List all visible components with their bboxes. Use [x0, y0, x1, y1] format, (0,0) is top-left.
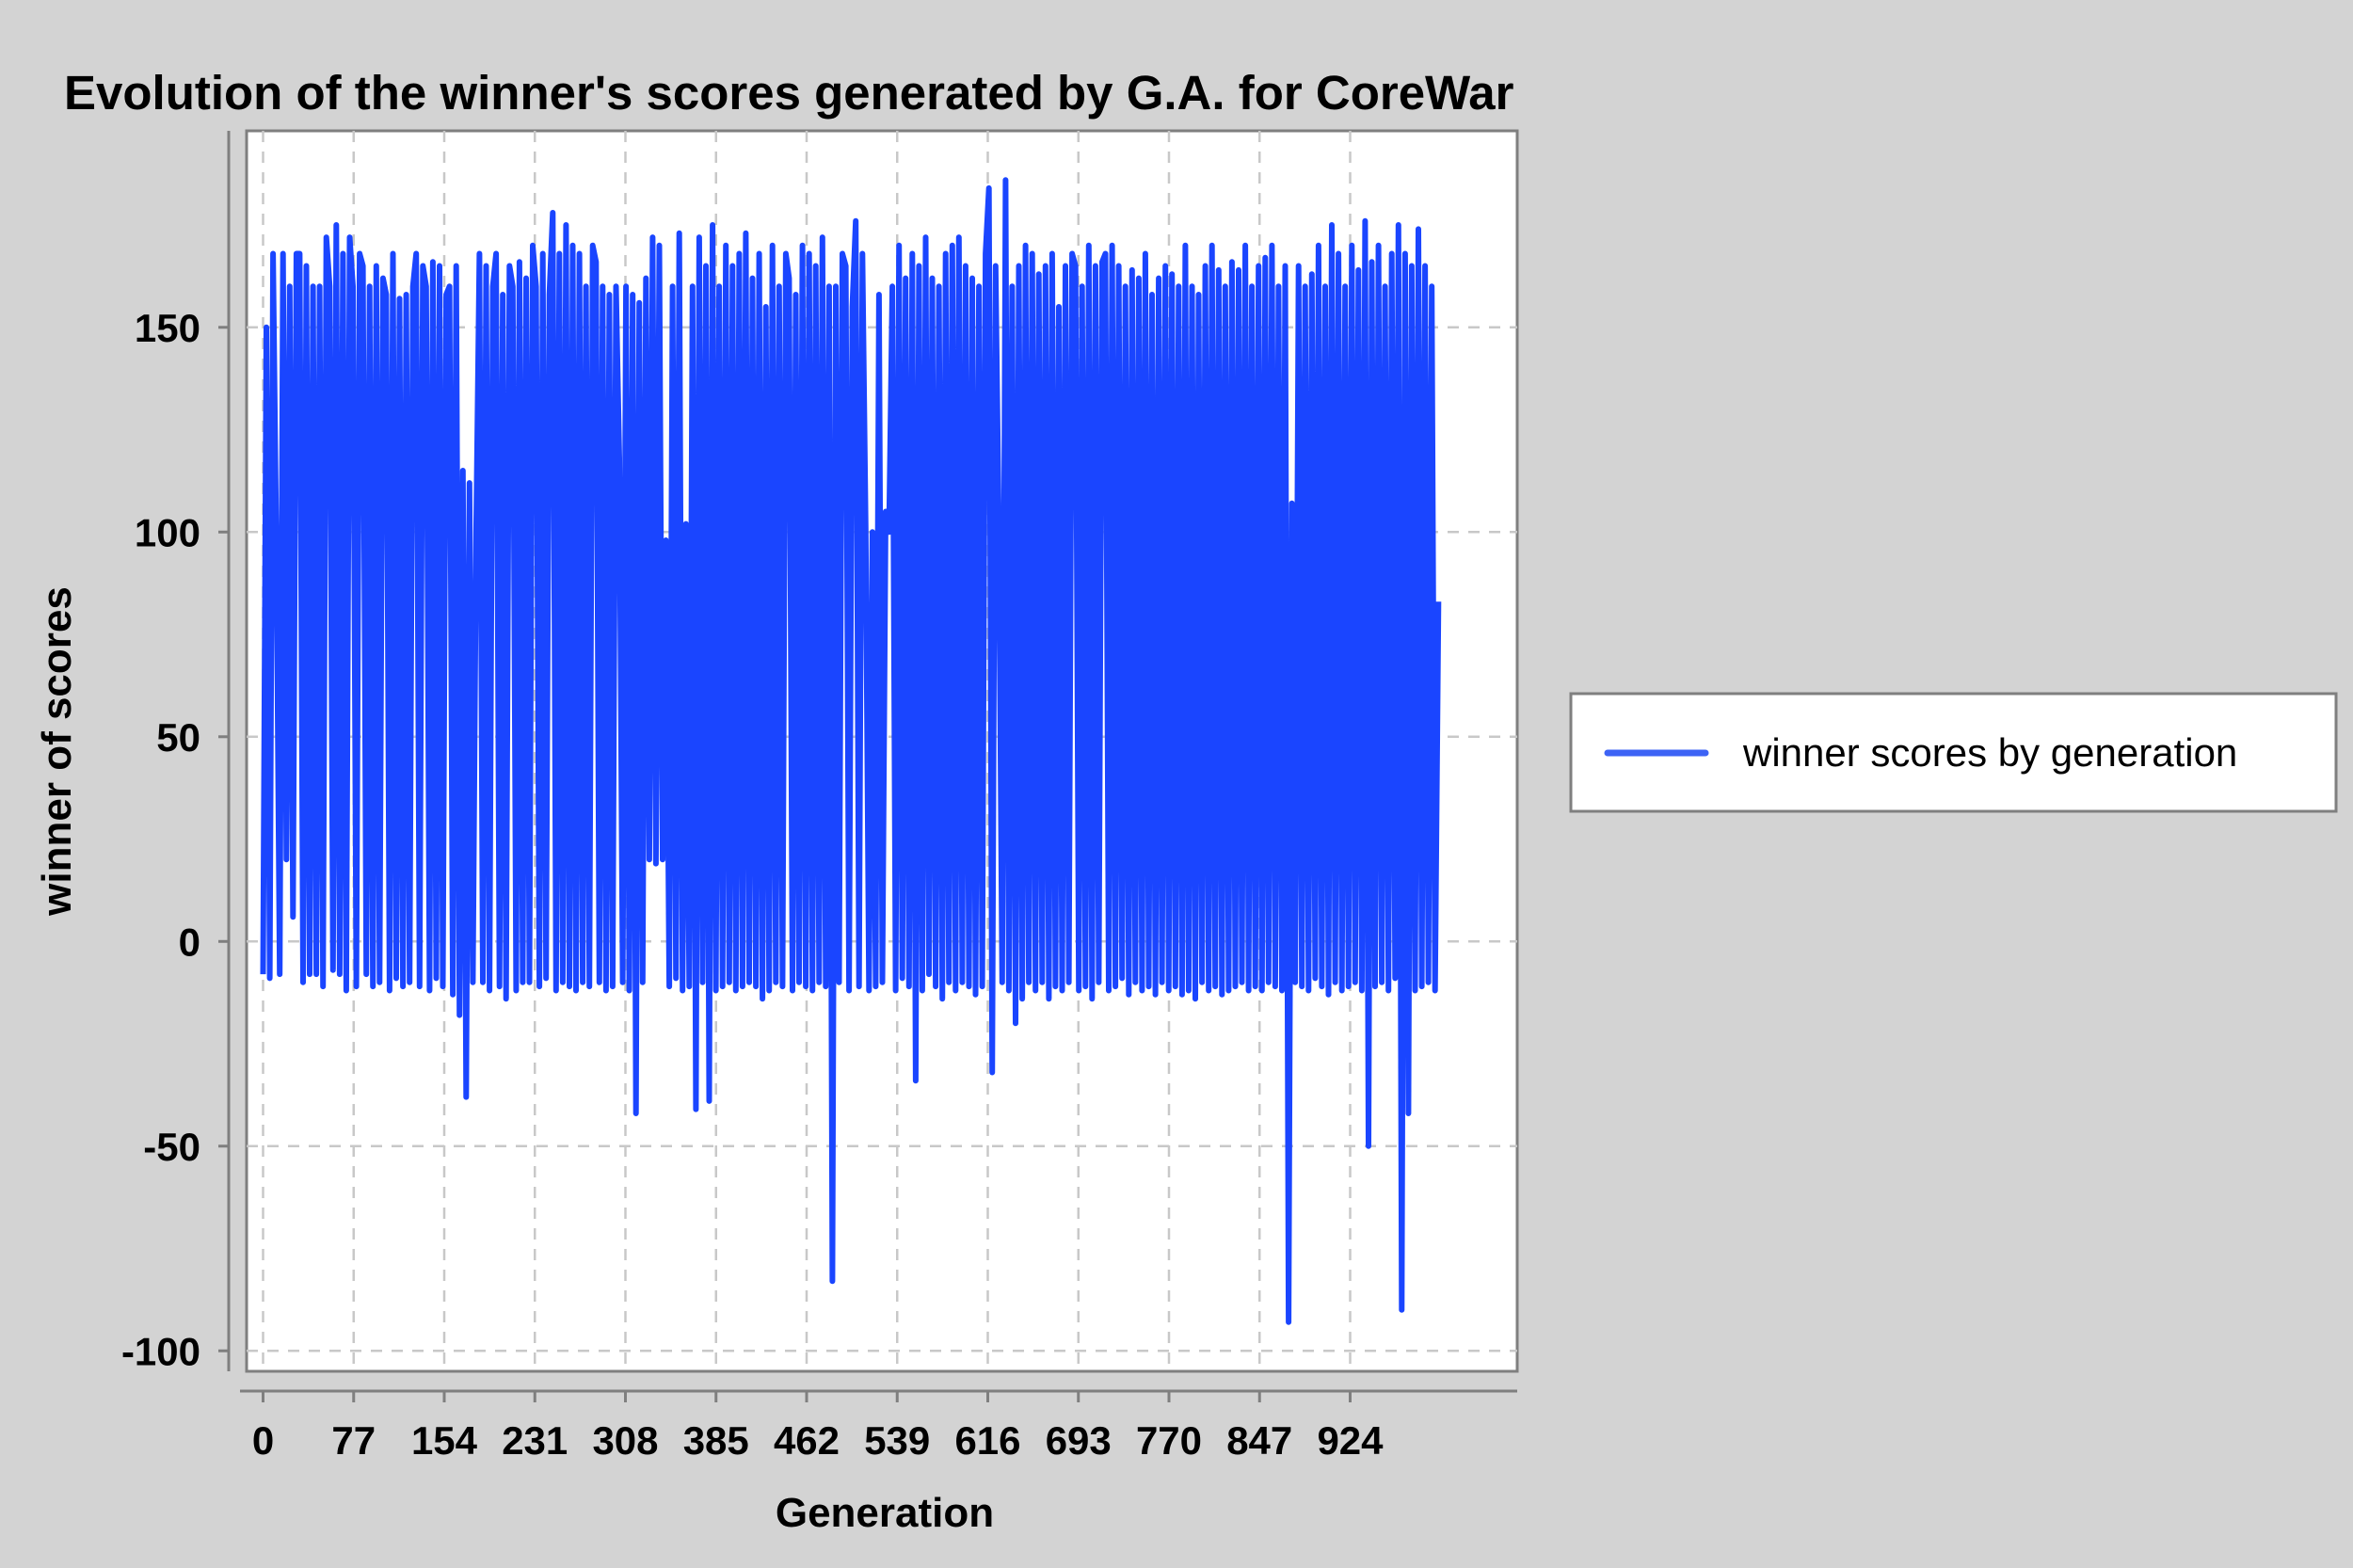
x-tick-label: 308: [592, 1418, 658, 1463]
y-tick-label: -50: [143, 1125, 200, 1169]
x-tick-label: 616: [954, 1418, 1020, 1463]
x-tick-label: 924: [1317, 1418, 1384, 1463]
chart-title: Evolution of the winner's scores generat…: [64, 66, 1514, 120]
x-tick-label: 154: [411, 1418, 478, 1463]
x-tick-label: 231: [502, 1418, 568, 1463]
y-tick-label: 150: [135, 306, 200, 350]
y-axis-label: winner of scores: [34, 586, 80, 917]
x-tick-label: 539: [864, 1418, 930, 1463]
x-axis-label: Generation: [776, 1490, 994, 1536]
x-tick-label: 0: [252, 1418, 274, 1463]
y-tick-label: 50: [156, 715, 200, 760]
y-tick-label: 100: [135, 510, 200, 554]
y-tick-label: -100: [121, 1329, 200, 1373]
legend: winner scores by generation: [1569, 692, 2338, 813]
x-tick-label: 462: [774, 1418, 840, 1463]
series-layer: [260, 177, 1442, 1325]
x-tick-label: 847: [1226, 1418, 1292, 1463]
x-tick-label: 385: [683, 1418, 749, 1463]
axes: [227, 131, 1517, 1393]
x-tick-label: 77: [331, 1418, 376, 1463]
x-tick-label: 693: [1046, 1418, 1112, 1463]
legend-label: winner scores by generation: [1742, 730, 2237, 775]
series-line: [260, 177, 1442, 1325]
ticks: -100 -50 0 50 100 150 0 77 154 231 308 385 462 539 616…: [121, 306, 1384, 1463]
y-tick-label: 0: [179, 920, 200, 964]
x-tick-label: 770: [1136, 1418, 1202, 1463]
